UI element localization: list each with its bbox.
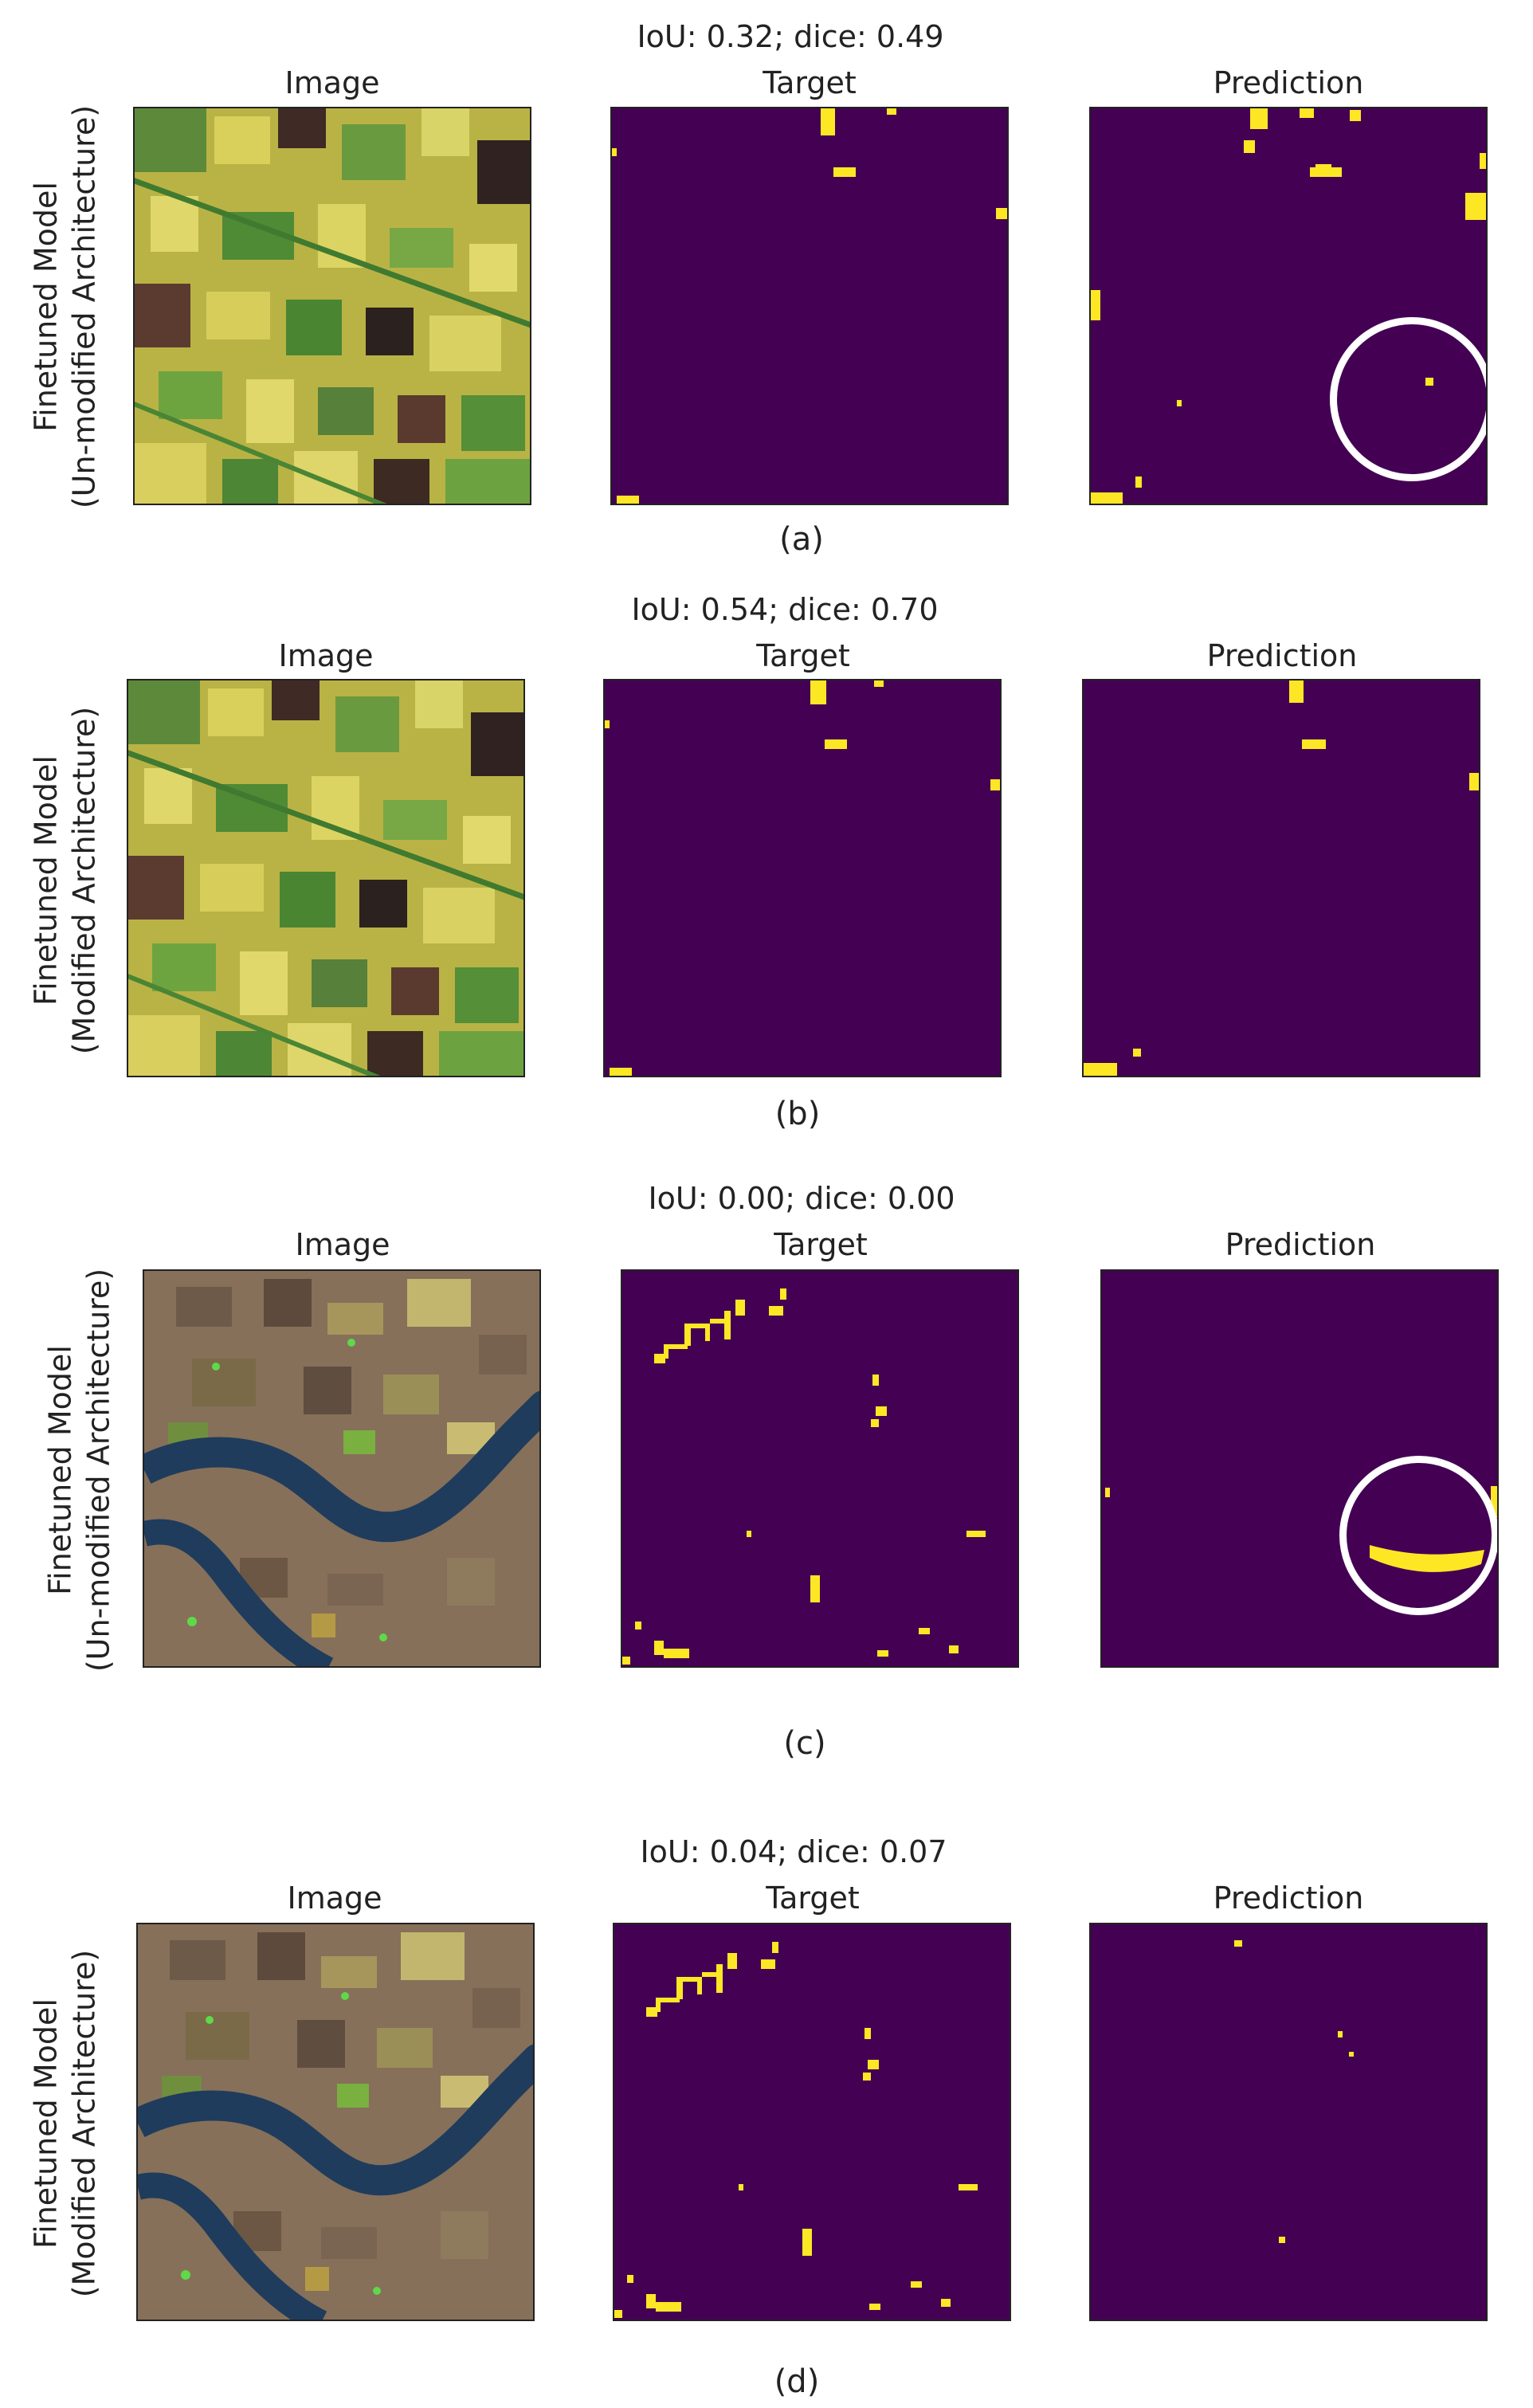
highlight-circle: [1339, 1456, 1497, 1615]
row-label-line2: (Modified Architecture): [66, 706, 101, 1055]
prediction-mask-b: [1082, 679, 1480, 1077]
caption-c: (c): [783, 1725, 826, 1762]
target-title-c: Target: [774, 1227, 868, 1262]
row-label-b: Finetuned Model (Modified Architecture): [28, 707, 104, 1055]
target-mask-d: [613, 1923, 1011, 2321]
row-label-line1: Finetuned Model: [28, 755, 64, 1006]
caption-b: (b): [774, 1096, 821, 1132]
image-title-b: Image: [278, 638, 374, 673]
row-label-line1: Finetuned Model: [42, 1345, 78, 1595]
metrics-label-c: IoU: 0.00; dice: 0.00: [648, 1181, 955, 1216]
caption-d: (d): [774, 2363, 820, 2400]
highlight-circle: [1330, 317, 1486, 481]
satellite-image-c: [143, 1269, 541, 1668]
prediction-title-b: Prediction: [1206, 638, 1358, 673]
row-label-line2: (Un-modified Architecture): [80, 1268, 116, 1673]
row-label-d: Finetuned Model (Modified Architecture): [28, 1950, 104, 2298]
prediction-mask-a: [1089, 107, 1488, 505]
caption-a: (a): [779, 521, 824, 558]
row-label-line1: Finetuned Model: [28, 182, 64, 432]
satellite-image-a: [133, 107, 531, 505]
row-label-line2: (Un-modified Architecture): [66, 104, 101, 509]
target-title-b: Target: [756, 638, 850, 673]
prediction-title-c: Prediction: [1225, 1227, 1376, 1262]
target-mask-b: [603, 679, 1002, 1077]
row-label-a: Finetuned Model (Un-modified Architectur…: [28, 105, 104, 508]
prediction-title-d: Prediction: [1213, 1881, 1364, 1916]
image-title-a: Image: [284, 65, 380, 100]
image-title-c: Image: [295, 1227, 390, 1262]
prediction-title-a: Prediction: [1213, 65, 1364, 100]
row-label-line2: (Modified Architecture): [66, 1949, 101, 2298]
target-title-d: Target: [766, 1881, 860, 1916]
row-label-line1: Finetuned Model: [28, 1998, 64, 2249]
prediction-mask-d: [1089, 1923, 1488, 2321]
target-mask-a: [610, 107, 1009, 505]
target-title-a: Target: [763, 65, 857, 100]
satellite-image-d: [136, 1923, 535, 2321]
metrics-label-a: IoU: 0.32; dice: 0.49: [637, 19, 944, 54]
image-title-d: Image: [287, 1881, 382, 1916]
prediction-mask-c: [1100, 1269, 1499, 1668]
metrics-label-b: IoU: 0.54; dice: 0.70: [631, 592, 939, 627]
row-label-c: Finetuned Model (Un-modified Architectur…: [42, 1269, 118, 1672]
target-mask-c: [621, 1269, 1019, 1668]
metrics-label-d: IoU: 0.04; dice: 0.07: [640, 1834, 947, 1869]
satellite-image-b: [127, 679, 525, 1077]
